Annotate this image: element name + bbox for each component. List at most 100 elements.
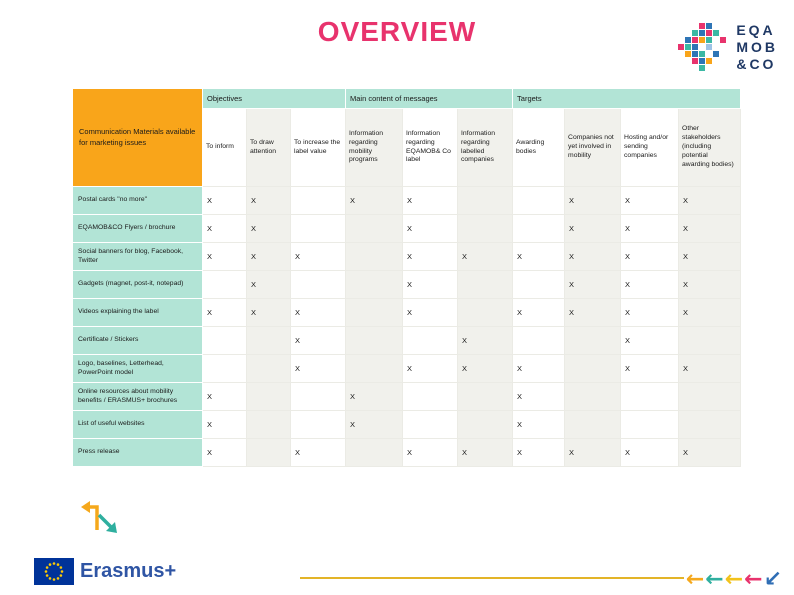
mark-cell-empty: [620, 382, 680, 411]
overview-table-wrap: Communication Materials available for ma…: [72, 88, 742, 467]
mark-cell-empty: [290, 382, 346, 411]
mark-cell-x: X: [678, 242, 742, 271]
row-label: Videos explaining the label: [72, 298, 203, 327]
mark-cell-empty: [678, 326, 742, 355]
table-row: Online resources about mobility benefits…: [72, 382, 742, 411]
mark-cell-x: X: [402, 298, 458, 327]
logo-line-3: &CO: [736, 56, 777, 72]
left-arrow-icon: ←: [705, 567, 724, 592]
mark-cell-x: X: [678, 354, 742, 383]
mark-cell-x: X: [345, 186, 403, 215]
mark-cell-x: X: [202, 410, 247, 439]
row-label: Gadgets (magnet, post-it, notepad): [72, 270, 203, 299]
table-row: Postal cards "no more" X X X X X X X: [72, 186, 742, 215]
mark-cell-x: X: [402, 214, 458, 243]
mark-cell-empty: [345, 326, 403, 355]
mark-cell-empty: [202, 354, 247, 383]
row-label: Social banners for blog, Facebook, Twitt…: [72, 242, 203, 271]
logo-line-2: MOB: [736, 39, 778, 55]
column-header: Hosting and/or sending companies: [620, 108, 680, 187]
left-arrow-icon: ←: [724, 567, 744, 592]
column-header: To draw attention: [246, 108, 291, 187]
mark-cell-x: X: [290, 438, 346, 467]
column-group-header: Objectives: [202, 88, 346, 109]
column-group-header: Main content of messages: [344, 88, 514, 109]
mark-cell-x: X: [678, 270, 742, 299]
mark-cell-empty: [512, 214, 566, 243]
mark-cell-empty: [456, 214, 514, 243]
mark-cell-empty: [246, 382, 291, 411]
mark-cell-x: X: [620, 242, 680, 271]
erasmus-logo: Erasmus+: [34, 558, 176, 585]
mark-cell-empty: [564, 354, 622, 383]
mark-cell-x: X: [456, 326, 514, 355]
mark-cell-empty: [246, 326, 291, 355]
mark-cell-x: X: [202, 186, 247, 215]
row-label: List of useful websites: [72, 410, 203, 439]
mark-cell-empty: [678, 382, 742, 411]
mark-cell-empty: [564, 326, 622, 355]
mark-cell-x: X: [202, 242, 247, 271]
mark-cell-empty: [290, 270, 346, 299]
down-right-arrow-icon: [97, 513, 117, 533]
row-label: EQAMOB&CO Flyers / brochure: [72, 214, 203, 243]
mark-cell-empty: [246, 410, 291, 439]
table-row: Press release X X X X X X X X: [72, 438, 742, 467]
table-row: Gadgets (magnet, post-it, notepad) X X X X X: [72, 270, 742, 299]
mark-cell-x: X: [564, 298, 622, 327]
mark-cell-empty: [402, 326, 458, 355]
page-title: OVERVIEW: [317, 16, 477, 47]
mark-cell-empty: [456, 410, 514, 439]
mark-cell-x: X: [456, 438, 514, 467]
mark-cell-empty: [290, 214, 346, 243]
column-header: Information regarding mobility programs: [345, 108, 403, 187]
mark-cell-empty: [202, 326, 247, 355]
table-row: Videos explaining the label X X X X X X X X: [72, 298, 742, 327]
mark-cell-x: X: [678, 186, 742, 215]
mark-cell-x: X: [202, 438, 247, 467]
mark-cell-x: X: [564, 270, 622, 299]
logo-line-1: EQA: [736, 22, 776, 38]
row-label: Logo, baselines, Letterhead, PowerPoint …: [72, 354, 203, 383]
overview-table: Communication Materials available for ma…: [72, 88, 742, 467]
table-corner-header: Communication Materials available for ma…: [72, 88, 203, 187]
mark-cell-empty: [456, 270, 514, 299]
mark-cell-x: X: [620, 270, 680, 299]
up-left-elbow-arrow-icon: [81, 501, 99, 530]
mark-cell-empty: [345, 438, 403, 467]
row-label: Press release: [72, 438, 203, 467]
mark-cell-empty: [564, 382, 622, 411]
mark-cell-x: X: [246, 242, 291, 271]
column-group-header: Targets: [512, 88, 742, 109]
mark-cell-empty: [456, 382, 514, 411]
left-arrow-icon: ←: [685, 567, 705, 592]
mark-cell-empty: [456, 298, 514, 327]
down-left-arrow-icon: ↙: [763, 567, 782, 592]
eu-flag-icon: [34, 558, 74, 585]
mark-cell-x: X: [246, 298, 291, 327]
mark-cell-empty: [345, 242, 403, 271]
logo-pixel-mosaic-icon: [678, 22, 727, 71]
mark-cell-empty: [512, 270, 566, 299]
column-header: Awarding bodies: [512, 108, 566, 187]
mark-cell-x: X: [246, 186, 291, 215]
mark-cell-x: X: [678, 214, 742, 243]
mark-cell-x: X: [402, 186, 458, 215]
mark-cell-x: X: [620, 298, 680, 327]
mark-cell-empty: [564, 410, 622, 439]
decorative-arrows: [74, 498, 130, 546]
column-header: Information regarding EQAMOB& Co label: [402, 108, 458, 187]
mark-cell-x: X: [620, 326, 680, 355]
row-label: Postal cards "no more": [72, 186, 203, 215]
column-header: To inform: [202, 108, 247, 187]
mark-cell-x: X: [564, 214, 622, 243]
mark-cell-x: X: [564, 186, 622, 215]
mark-cell-x: X: [246, 270, 291, 299]
mark-cell-x: X: [512, 298, 566, 327]
mark-cell-empty: [345, 270, 403, 299]
table-row: EQAMOB&CO Flyers / brochure X X X X X X: [72, 214, 742, 243]
mark-cell-x: X: [202, 382, 247, 411]
mark-cell-empty: [290, 410, 346, 439]
mark-cell-x: X: [512, 382, 566, 411]
mark-cell-x: X: [202, 214, 247, 243]
